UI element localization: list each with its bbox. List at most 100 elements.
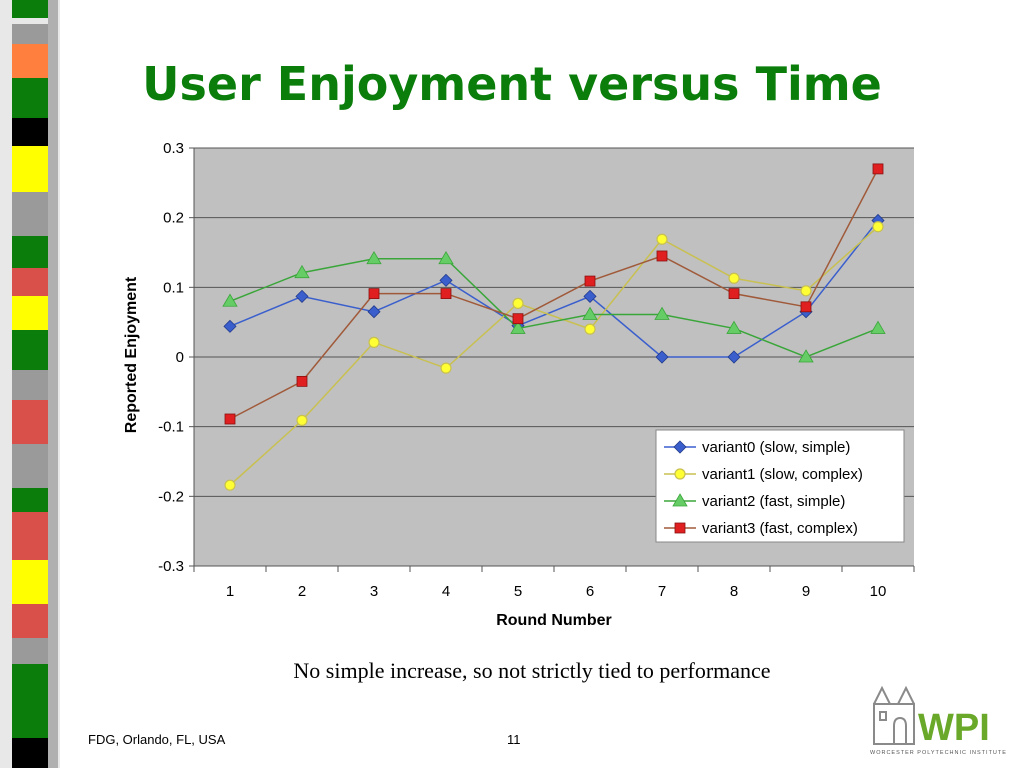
data-point [582, 306, 598, 320]
series-3 [224, 163, 884, 425]
y-axis-label: Reported Enjoyment [123, 276, 140, 433]
series-line [229, 168, 879, 420]
strip-rail [48, 0, 58, 768]
data-point [296, 375, 308, 387]
strip-block [12, 236, 48, 268]
data-point [726, 320, 742, 334]
strip-block [12, 0, 48, 18]
x-tick-label: 6 [586, 583, 594, 600]
data-point [728, 288, 740, 300]
building-icon [873, 685, 915, 745]
data-point [368, 288, 380, 300]
data-point [800, 285, 812, 297]
x-axis-label: Round Number [496, 612, 612, 629]
x-tick-label: 1 [226, 583, 234, 600]
series-line [229, 226, 879, 486]
legend-marker [674, 468, 686, 480]
x-tick-label: 9 [802, 583, 810, 600]
data-point [368, 336, 380, 348]
strip-block [12, 444, 48, 488]
data-point [439, 273, 453, 287]
series-1 [224, 221, 884, 491]
slide-caption: No simple increase, so not strictly tied… [293, 658, 771, 683]
data-point [366, 250, 382, 265]
legend-marker [673, 440, 687, 454]
data-point [656, 250, 668, 262]
strip-block [12, 370, 48, 400]
legend-marker [672, 493, 688, 507]
series-2 [222, 250, 886, 363]
decorative-side-strip [0, 0, 60, 768]
strip-block [12, 192, 48, 236]
data-point [512, 297, 524, 309]
strip-block [12, 664, 48, 738]
legend-label: variant0 (slow, simple) [702, 439, 850, 456]
strip-block [12, 268, 48, 296]
x-tick-label: 7 [658, 583, 666, 600]
data-point [438, 250, 454, 265]
strip-block [12, 44, 48, 78]
data-point [296, 414, 308, 426]
data-point [584, 323, 596, 335]
series-line [229, 258, 879, 358]
logo-subtext: WORCESTER POLYTECHNIC INSTITUTE [870, 750, 1007, 756]
data-point [222, 293, 238, 307]
strip-block [12, 330, 48, 370]
data-point [872, 221, 884, 233]
data-point [583, 289, 597, 303]
y-tick-label: 0 [176, 349, 184, 366]
data-point [440, 362, 452, 374]
x-tick-label: 3 [370, 583, 378, 600]
logo-text: WPI [918, 707, 990, 749]
data-point [654, 306, 670, 320]
slide-title: User Enjoyment versus Time [142, 57, 882, 111]
legend-marker [674, 522, 686, 534]
wpi-logo: WPI WORCESTER POLYTECHNIC INSTITUTE [870, 685, 1007, 756]
data-point [728, 272, 740, 284]
legend-box [655, 429, 905, 543]
strip-block [12, 488, 48, 512]
data-point [367, 305, 381, 319]
x-tick-label: 4 [442, 583, 450, 600]
y-tick-label: 0.3 [163, 140, 184, 157]
legend-label: variant1 (slow, complex) [702, 466, 863, 483]
data-point [727, 350, 741, 364]
y-tick-label: -0.2 [158, 488, 184, 505]
line-chart: Reported Enjoyment Round Number 0.3 0.2 0.… [123, 140, 915, 629]
strip-block [12, 118, 48, 146]
data-point [798, 349, 814, 363]
footer-location: FDG, Orlando, FL, USA [88, 732, 226, 747]
strip-block [12, 738, 48, 768]
legend-label: variant2 (fast, simple) [702, 493, 845, 510]
data-point [295, 289, 309, 303]
data-point [224, 413, 236, 425]
series-line [229, 219, 879, 358]
x-tick-label: 10 [870, 583, 887, 600]
strip-block [12, 560, 48, 604]
x-tick-label: 2 [298, 583, 306, 600]
y-tick-label: 0.1 [163, 279, 184, 296]
data-point [870, 320, 886, 334]
data-point [872, 163, 884, 175]
y-tick-label: -0.3 [158, 558, 184, 575]
legend-label: variant3 (fast, complex) [702, 520, 858, 537]
strip-block [12, 400, 48, 444]
y-tick-label: 0.2 [163, 210, 184, 227]
x-tick-label: 8 [730, 583, 738, 600]
strip-block [12, 296, 48, 330]
data-point [512, 313, 524, 325]
y-tick-label: -0.1 [158, 419, 184, 436]
data-point [584, 275, 596, 287]
data-point [655, 350, 669, 364]
data-point [223, 319, 237, 333]
data-point [800, 301, 812, 313]
legend: variant0 (slow, simple) variant1 (slow, c… [655, 429, 905, 543]
strip-block [12, 146, 48, 192]
page-number: 11 [507, 732, 521, 747]
data-point [656, 233, 668, 245]
strip-block [12, 78, 48, 118]
data-point [510, 320, 526, 334]
strip-block [12, 512, 48, 560]
strip-block [12, 638, 48, 664]
data-point [440, 288, 452, 300]
